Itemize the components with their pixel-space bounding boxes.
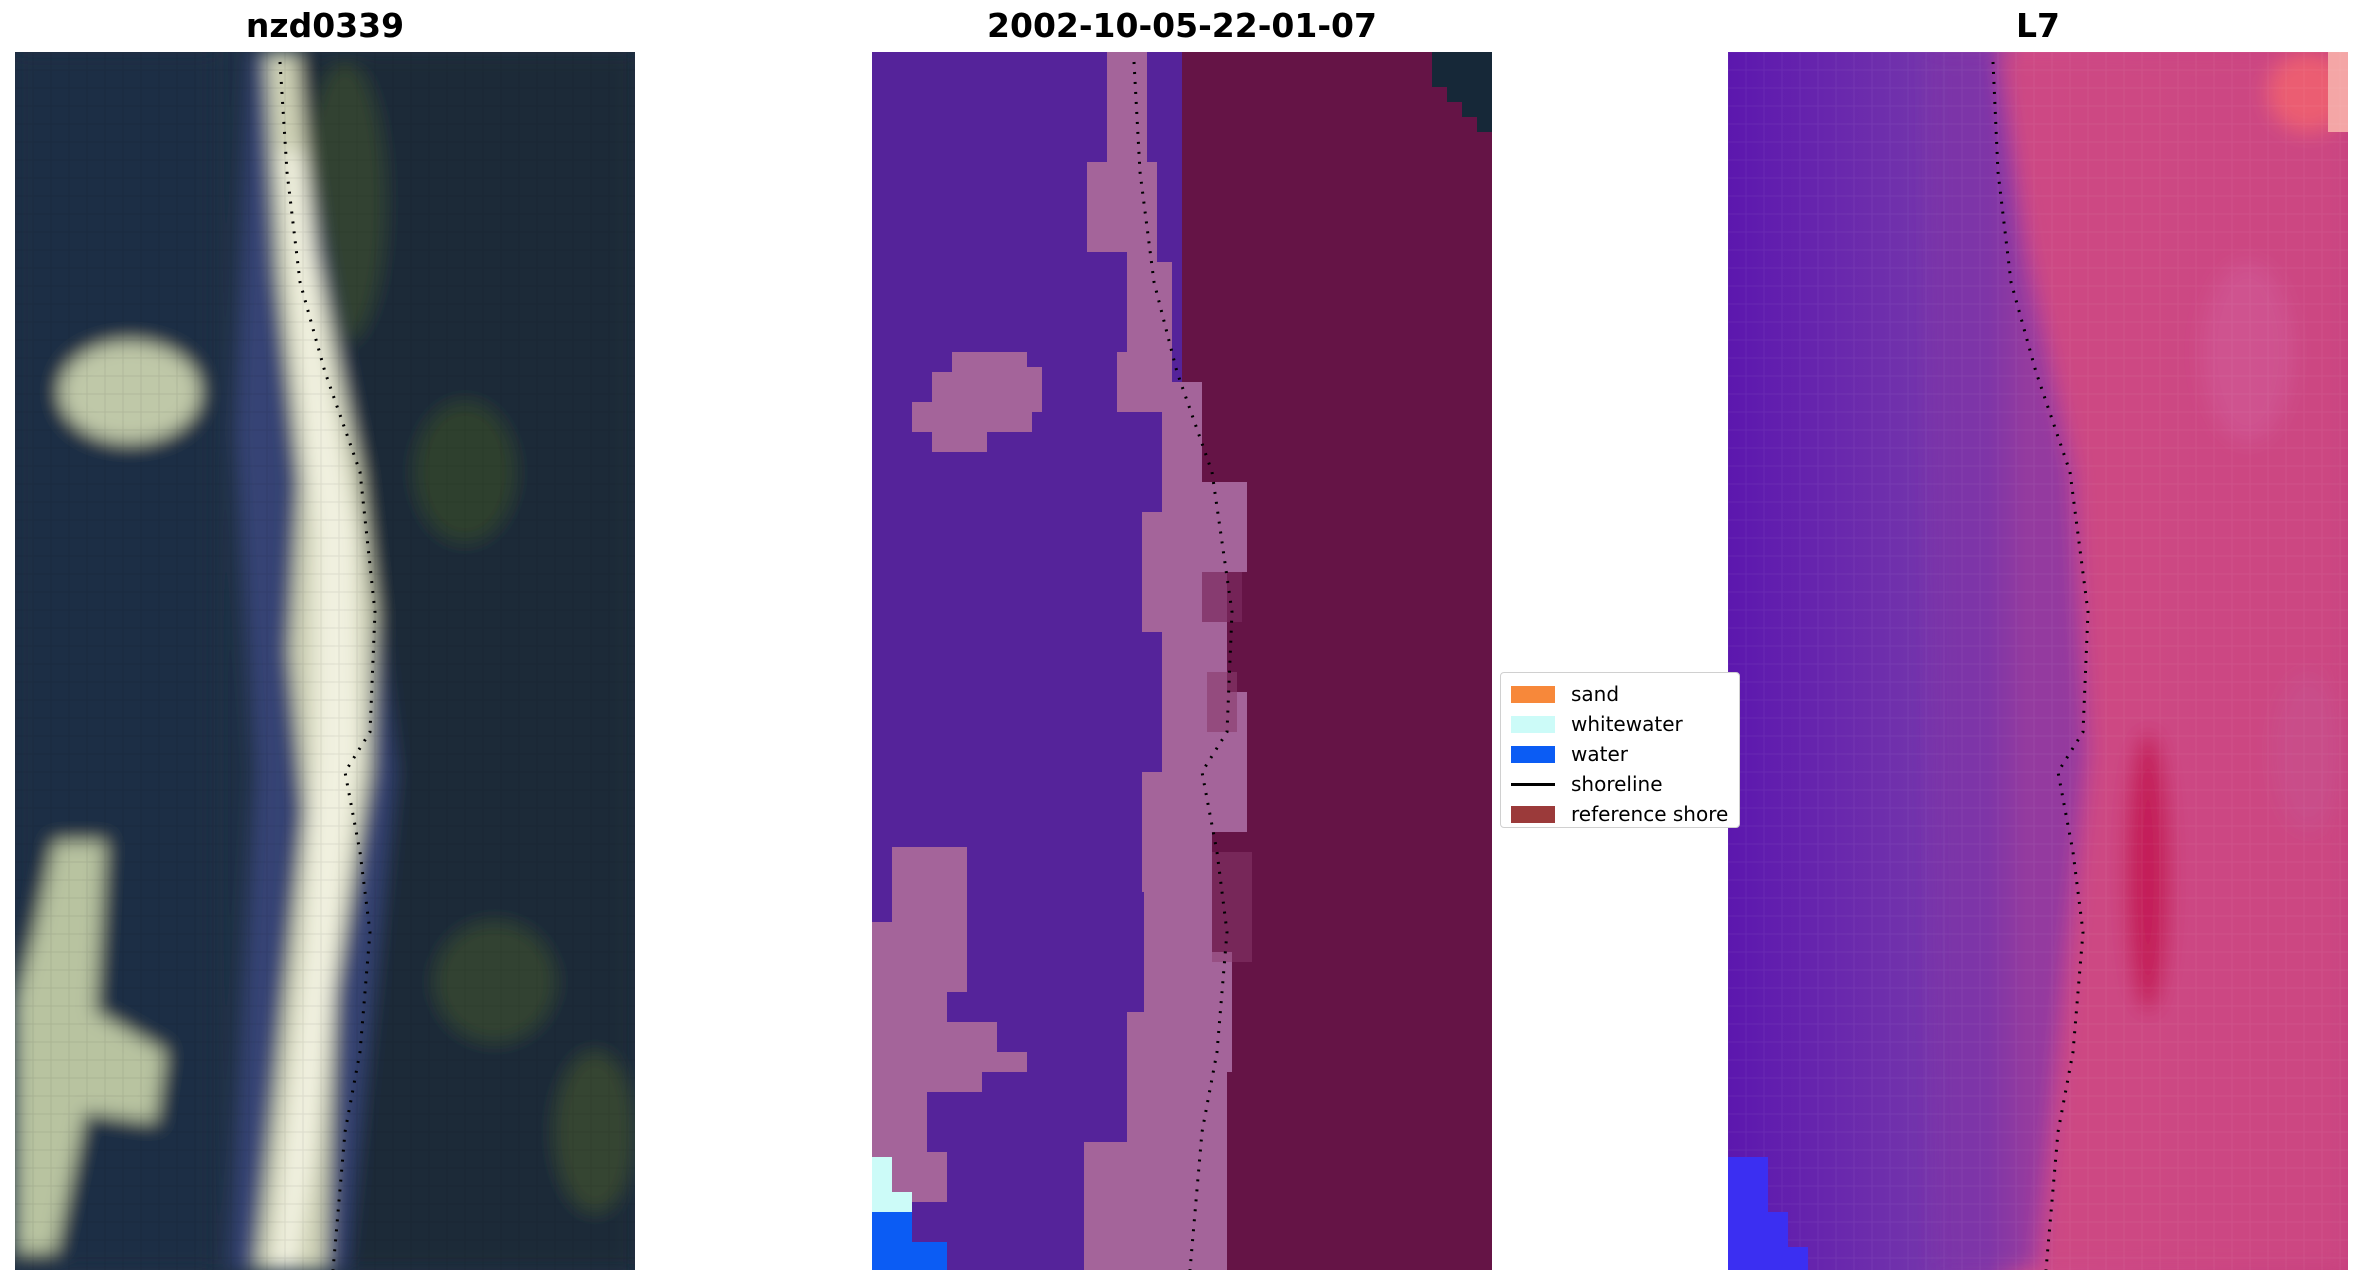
water-swatch	[1511, 745, 1555, 763]
panel-title-date: 2002-10-05-22-01-07	[987, 6, 1377, 45]
legend-label-sand: sand	[1571, 682, 1620, 706]
shoreline-line-swatch	[1511, 776, 1555, 793]
legend-label-whitewater: whitewater	[1571, 712, 1683, 736]
rgb-image-panel	[15, 52, 635, 1270]
classified-image-panel	[872, 52, 1492, 1270]
rgb-image	[15, 52, 635, 1270]
legend-item-shoreline: shoreline	[1511, 769, 1739, 799]
sand-swatch	[1511, 685, 1555, 703]
legend: sand whitewater water shoreline referenc…	[1500, 672, 1740, 828]
panel-title-l7: L7	[2016, 6, 2060, 45]
legend-item-water: water	[1511, 739, 1739, 769]
panel-title-nzd0339: nzd0339	[245, 6, 405, 45]
legend-label-shoreline: shoreline	[1571, 772, 1663, 796]
legend-item-reference-shore: reference shore	[1511, 799, 1739, 827]
l7-index-image	[1728, 52, 2348, 1270]
legend-label-water: water	[1571, 742, 1628, 766]
classified-image	[872, 52, 1492, 1270]
legend-item-sand: sand	[1511, 679, 1739, 709]
legend-label-reference-shore: reference shore	[1571, 802, 1729, 826]
whitewater-swatch	[1511, 715, 1555, 733]
legend-item-whitewater: whitewater	[1511, 709, 1739, 739]
reference-shore-swatch	[1511, 805, 1555, 823]
l7-index-panel	[1728, 52, 2348, 1270]
